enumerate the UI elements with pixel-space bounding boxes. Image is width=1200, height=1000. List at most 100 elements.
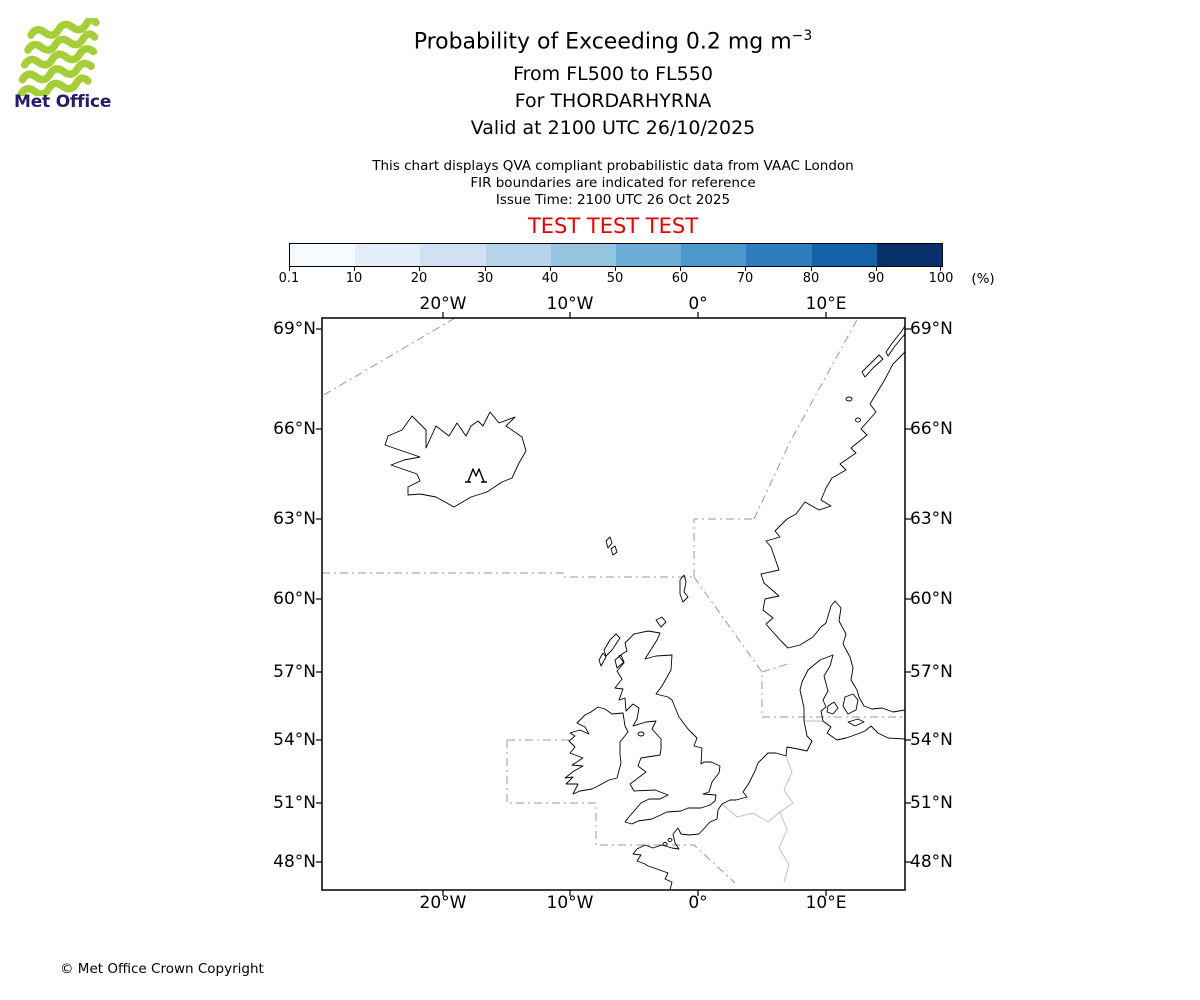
colorbar-tick [289, 266, 290, 271]
coastline-lofoten-island [861, 354, 884, 378]
coastline-faroe-island [610, 545, 618, 556]
coastline-faroe-island [605, 536, 613, 549]
coastline-great-britain [614, 630, 721, 825]
coastline-ireland [564, 706, 629, 795]
coastline-shetland [679, 574, 689, 603]
subtitle-volcano: For THORDARHYRNA [514, 90, 712, 112]
lat-label-right: 69°N [910, 319, 953, 339]
colorbar-cell [485, 244, 551, 266]
colorbar-label: 50 [606, 271, 624, 286]
lon-label-top: 10°W [546, 294, 594, 314]
colorbar-label: 10 [345, 271, 363, 286]
coastline-lolland-island [847, 718, 865, 727]
colorbar-tick [354, 266, 355, 271]
lon-label-bottom: 20°W [419, 893, 467, 913]
note-fir: FIR boundaries are indicated for referen… [470, 175, 756, 191]
page-title-exponent: −3 [791, 28, 813, 44]
fir-boundary-line [693, 576, 763, 717]
coastline-continental-europe [632, 720, 813, 890]
fir-boundary-line [322, 572, 694, 578]
colorbar-tick [615, 266, 616, 271]
fir-boundary-line [753, 318, 859, 520]
fir-boundaries-group [322, 318, 905, 884]
colorbar-tick [876, 266, 877, 271]
colorbar-label: 100 [928, 271, 954, 286]
colorbar-cell [616, 244, 682, 266]
country-border [783, 755, 794, 804]
colorbar-cell [746, 244, 812, 266]
coastline-zealand-island [842, 693, 859, 715]
page-title: Probability of Exceeding 0.2 mg m−3 [414, 28, 813, 54]
colorbar-cell [420, 244, 486, 266]
colorbar-label: 20 [410, 271, 428, 286]
colorbar-tick [680, 266, 681, 271]
colorbar-label: 40 [541, 271, 559, 286]
note-qva: This chart displays QVA compliant probab… [372, 158, 854, 174]
coastline-lofoten-island [885, 325, 905, 357]
colorbar-label: 30 [476, 271, 494, 286]
coastline-skye [614, 654, 625, 669]
fir-boundary-line [761, 662, 792, 673]
colorbar-tick [419, 266, 420, 271]
coastline-uist [598, 652, 607, 667]
lon-label-bottom: 10°E [805, 893, 847, 913]
lat-label-right: 66°N [910, 419, 953, 439]
note-issue-time: Issue Time: 2100 UTC 26 Oct 2025 [495, 192, 731, 208]
coastline-island [855, 417, 861, 423]
fir-boundary-line [506, 740, 736, 884]
lat-label-right: 51°N [910, 793, 953, 813]
colorbar-cell [355, 244, 421, 266]
colorbar-label: 80 [802, 271, 820, 286]
lon-label-top: 20°W [419, 294, 467, 314]
coastline-island [845, 396, 853, 402]
colorbar-tick [550, 266, 551, 271]
colorbar-label: 0.1 [278, 271, 300, 286]
lat-label-left: 57°N [273, 662, 316, 682]
coastline-funen-island [826, 701, 839, 715]
coastlines-group [384, 325, 905, 890]
colorbar-tick [485, 266, 486, 271]
lon-label-bottom: 0° [688, 893, 708, 913]
volcano-marker-icon [465, 468, 487, 483]
subtitle-flight-levels: From FL500 to FL550 [513, 63, 713, 85]
colorbar-label: 60 [671, 271, 689, 286]
coastline-norway-sweden [760, 351, 905, 713]
coastline-iceland [384, 411, 527, 508]
lat-label-left: 60°N [273, 589, 316, 609]
country-borders-group [721, 720, 823, 883]
coastline-isle-of-man [637, 731, 645, 737]
colorbar-tick [811, 266, 812, 271]
lon-label-top: 0° [688, 294, 708, 314]
colorbar-label: 90 [867, 271, 885, 286]
colorbar-cell [681, 244, 747, 266]
country-border [778, 811, 790, 883]
axis-ticks-group [316, 312, 911, 896]
lat-label-left: 66°N [273, 419, 316, 439]
coastline-channel-island [662, 842, 668, 846]
met-office-logo-text: Met Office [14, 92, 112, 112]
colorbar-tick [940, 266, 941, 271]
lat-label-left: 48°N [273, 852, 316, 872]
colorbar-cell [876, 244, 943, 266]
coastline-lewis [603, 633, 621, 657]
lat-label-right: 54°N [910, 730, 953, 750]
colorbar-cell [550, 244, 617, 266]
lon-label-top: 10°E [805, 294, 847, 314]
lat-label-left: 51°N [273, 793, 316, 813]
country-border [721, 802, 794, 823]
coastline-orkney [655, 616, 667, 628]
map-canvas [316, 312, 911, 896]
lat-label-right: 60°N [910, 589, 953, 609]
page-title-text: Probability of Exceeding 0.2 mg m [413, 29, 792, 55]
probability-colorbar [289, 243, 943, 267]
coastline-denmark [799, 654, 905, 741]
lat-label-right: 57°N [910, 662, 953, 682]
colorbar-cell [290, 244, 356, 266]
colorbar-tick [745, 266, 746, 271]
colorbar-cell [811, 244, 877, 266]
lat-label-left: 69°N [273, 319, 316, 339]
met-office-logo-waves [17, 15, 100, 98]
coastline-channel-island [667, 838, 673, 842]
copyright-text: © Met Office Crown Copyright [60, 961, 264, 977]
